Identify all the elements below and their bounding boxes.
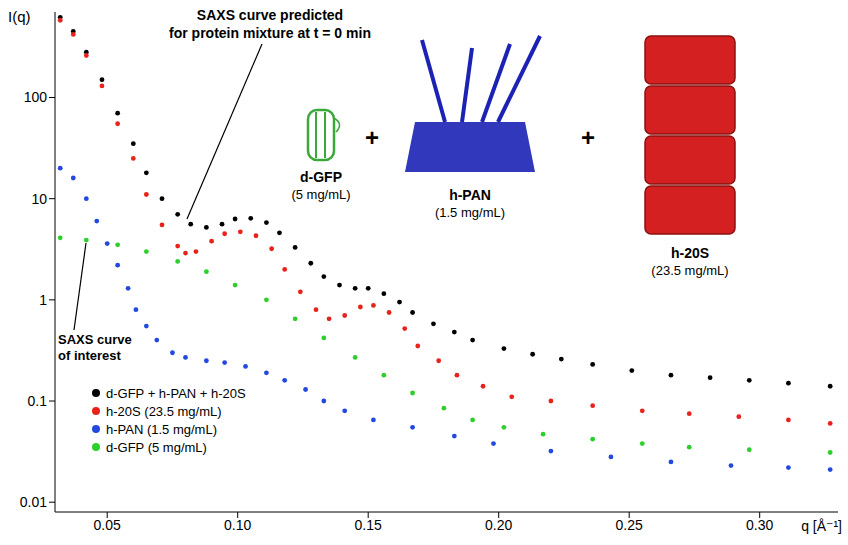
svg-text:0.10: 0.10 <box>224 517 251 533</box>
svg-text:(23.5 mg/mL): (23.5 mg/mL) <box>651 263 728 278</box>
svg-text:(5 mg/mL): (5 mg/mL) <box>291 187 350 202</box>
svg-text:for protein mixture at t = 0 m: for protein mixture at t = 0 min <box>169 25 371 41</box>
svg-text:+: + <box>365 124 379 151</box>
svg-text:0.20: 0.20 <box>485 517 512 533</box>
svg-text:h-20S: h-20S <box>671 245 709 261</box>
svg-text:I(q): I(q) <box>8 8 31 25</box>
svg-text:0.25: 0.25 <box>616 517 643 533</box>
svg-text:h-PAN (1.5 mg/mL): h-PAN (1.5 mg/mL) <box>106 422 217 437</box>
svg-text:d-GFP (5 mg/mL): d-GFP (5 mg/mL) <box>106 440 207 455</box>
svg-text:0.15: 0.15 <box>355 517 382 533</box>
svg-text:SAXS curve predicted: SAXS curve predicted <box>197 7 343 23</box>
svg-text:(1.5 mg/mL): (1.5 mg/mL) <box>435 205 505 220</box>
svg-text:h-PAN: h-PAN <box>449 187 491 203</box>
svg-text:0.1: 0.1 <box>28 393 48 409</box>
svg-text:100: 100 <box>24 89 48 105</box>
svg-text:0.01: 0.01 <box>20 494 47 510</box>
svg-text:+: + <box>581 124 595 151</box>
svg-text:d-GFP: d-GFP <box>300 169 342 185</box>
svg-text:SAXS curve: SAXS curve <box>58 332 132 347</box>
svg-text:of interest: of interest <box>58 348 122 363</box>
svg-text:h-20S (23.5 mg/mL): h-20S (23.5 mg/mL) <box>106 404 222 419</box>
svg-text:0.05: 0.05 <box>94 517 121 533</box>
svg-text:q [Å⁻¹]: q [Å⁻¹] <box>801 518 842 534</box>
svg-text:10: 10 <box>31 191 47 207</box>
svg-text:1: 1 <box>39 292 47 308</box>
svg-text:0.30: 0.30 <box>746 517 773 533</box>
svg-text:d-GFP + h-PAN + h-20S: d-GFP + h-PAN + h-20S <box>106 386 246 401</box>
